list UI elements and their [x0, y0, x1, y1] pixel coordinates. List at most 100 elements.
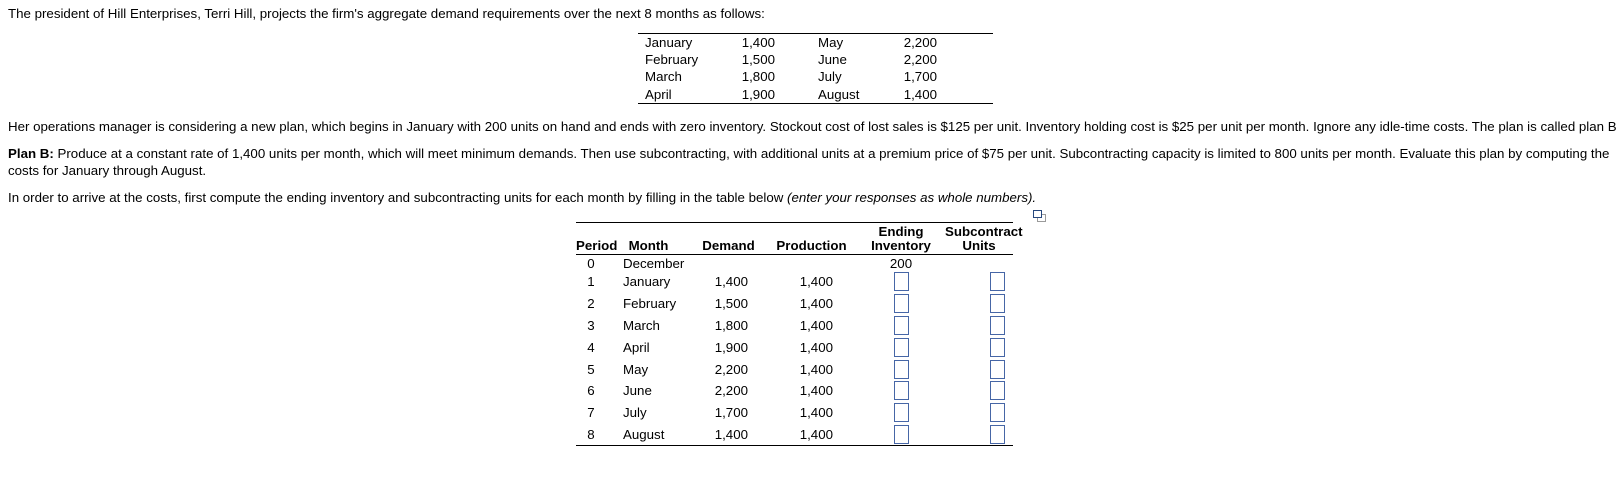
ending-inventory-input[interactable] [893, 294, 909, 314]
ending-inventory-input[interactable] [893, 272, 909, 292]
table-row: 5 May 2,200 1,400 [576, 358, 1013, 380]
month-cell: March [645, 69, 682, 85]
ending-inventory-input[interactable] [893, 337, 909, 357]
table-row: 2 February 1,500 1,400 [576, 293, 1013, 315]
demand-cell: 2,200 [903, 52, 937, 68]
ending-inventory-cell [857, 380, 945, 402]
subcontract-cell [945, 271, 1013, 293]
demand-cell: 1,400 [903, 86, 937, 102]
popout-icon[interactable] [1033, 210, 1046, 222]
ending-inventory-cell [857, 424, 945, 446]
ending-inventory-cell: 200 [889, 255, 913, 271]
instruction-italic-text: (enter your responses as whole numbers). [787, 190, 1037, 205]
period-cell: 6 [587, 383, 595, 399]
subcontract-units-input[interactable] [989, 424, 1005, 444]
subcontract-cell [945, 336, 1013, 358]
ending-inventory-cell [857, 271, 945, 293]
instruction-paragraph: In order to arrive at the costs, first c… [8, 190, 1036, 205]
ending-inventory-input[interactable] [893, 424, 909, 444]
header-ending-line1: Ending [878, 224, 924, 239]
month-cell: August [818, 86, 860, 102]
production-cell: 1,400 [799, 361, 833, 377]
header-period: Period [576, 222, 617, 255]
manager-paragraph: Her operations manager is considering a … [8, 119, 1617, 134]
ending-inventory-cell [857, 315, 945, 337]
plan-b-text: Produce at a constant rate of 1,400 unit… [8, 146, 1610, 178]
demand-cell: 2,200 [714, 383, 748, 399]
demand-cell: 1,800 [741, 69, 775, 85]
subcontract-units-input[interactable] [989, 315, 1005, 335]
demand-cell: 1,900 [741, 86, 775, 102]
subcontract-cell [945, 315, 1013, 337]
demand-cell: 2,200 [714, 361, 748, 377]
month-cell: July [818, 69, 842, 85]
worksheet-table: Period Month Demand Production Ending Inv… [576, 222, 1023, 447]
ending-inventory-input[interactable] [893, 359, 909, 379]
subcontract-units-input[interactable] [989, 359, 1005, 379]
intro-paragraph: The president of Hill Enterprises, Terri… [8, 6, 765, 21]
instruction-text: In order to arrive at the costs, first c… [8, 190, 788, 205]
header-subcontract-units: Subcontract Units [945, 222, 1023, 255]
subcontract-cell [945, 358, 1013, 380]
demand-cell: 1,400 [714, 426, 748, 442]
demand-cell: 1,500 [714, 296, 748, 312]
production-cell: 1,400 [799, 426, 833, 442]
header-ending-inventory: Ending Inventory [857, 222, 945, 255]
production-cell: 1,400 [799, 274, 833, 290]
demand-table: January 1,400 May 2,200 February 1,500 J… [638, 33, 993, 104]
production-cell: 1,400 [799, 405, 833, 421]
subcontract-cell [945, 380, 1013, 402]
demand-cell: 1,500 [741, 52, 775, 68]
subcontract-units-input[interactable] [989, 272, 1005, 292]
header-month: Month [606, 222, 691, 255]
table-row: April 1,900 August 1,400 [638, 86, 993, 104]
production-cell [766, 255, 857, 272]
month-cell: January [645, 35, 693, 51]
month-cell: February [623, 296, 677, 312]
period-cell: 5 [587, 361, 595, 377]
month-cell: June [623, 383, 652, 399]
table-row: 0 December 200 [576, 255, 1013, 272]
table-row: 4 April 1,900 1,400 [576, 336, 1013, 358]
production-cell: 1,400 [799, 296, 833, 312]
ending-inventory-cell [857, 336, 945, 358]
ending-inventory-cell [857, 358, 945, 380]
ending-inventory-input[interactable] [893, 381, 909, 401]
demand-cell: 1,700 [903, 69, 937, 85]
plan-b-label: Plan B: [8, 146, 54, 161]
header-ending-line2: Inventory [871, 237, 931, 253]
month-cell: March [623, 317, 660, 333]
table-row: 7 July 1,700 1,400 [576, 402, 1013, 424]
period-cell: 1 [587, 274, 595, 290]
table-row: February 1,500 June 2,200 [638, 51, 993, 68]
demand-cell: 1,400 [741, 35, 775, 51]
table-row: March 1,800 July 1,700 [638, 68, 993, 85]
production-cell: 1,400 [799, 317, 833, 333]
subcontract-units-input[interactable] [989, 337, 1005, 357]
table-row: January 1,400 May 2,200 [638, 34, 993, 52]
subcontract-units-input[interactable] [989, 403, 1005, 423]
subcontract-cell [945, 255, 1013, 272]
month-cell: June [818, 52, 847, 68]
production-cell: 1,400 [799, 339, 833, 355]
subcontract-units-input[interactable] [989, 294, 1005, 314]
subcontract-cell [945, 402, 1013, 424]
period-cell: 3 [587, 317, 595, 333]
month-cell: August [623, 426, 665, 442]
table-header-row: Period Month Demand Production Ending Inv… [576, 222, 1023, 255]
subcontract-units-input[interactable] [989, 381, 1005, 401]
table-row: 8 August 1,400 1,400 [576, 424, 1013, 446]
table-row: 1 January 1,400 1,400 [576, 271, 1013, 293]
table-row: 6 June 2,200 1,400 [576, 380, 1013, 402]
subcontract-cell [945, 293, 1013, 315]
month-cell: May [623, 361, 649, 377]
month-cell: May [818, 35, 844, 51]
ending-inventory-input[interactable] [893, 315, 909, 335]
demand-cell [691, 255, 766, 272]
ending-inventory-input[interactable] [893, 403, 909, 423]
month-cell: July [623, 405, 647, 421]
demand-cell: 1,400 [714, 274, 748, 290]
demand-cell: 2,200 [903, 35, 937, 51]
month-cell: April [623, 339, 650, 355]
